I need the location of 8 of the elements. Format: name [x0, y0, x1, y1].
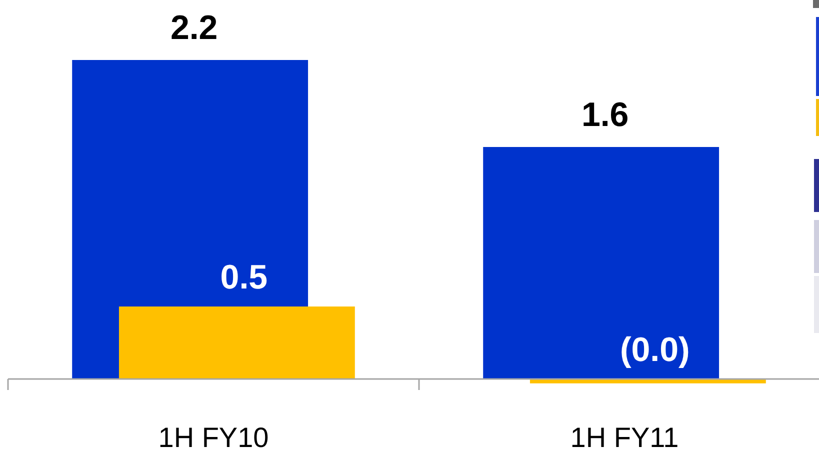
data-label: 1.6: [581, 96, 629, 134]
bar: [118, 306, 355, 379]
x-tick-label: 1H FY10: [158, 422, 269, 452]
bar: [483, 147, 720, 379]
x-tick-label: 1H FY11: [570, 422, 679, 452]
data-label: (0.0): [620, 331, 690, 369]
data-label: 0.5: [220, 258, 268, 296]
data-label: 2.2: [170, 9, 218, 47]
